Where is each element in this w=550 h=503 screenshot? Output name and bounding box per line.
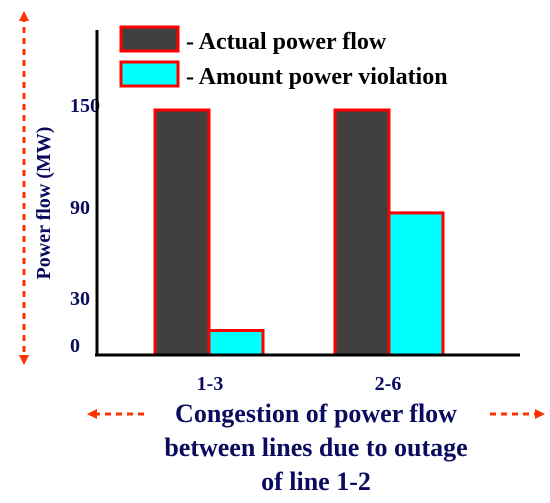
x-axis-label-line-1: Congestion of power flow <box>175 399 457 428</box>
x-axis-label-line-2: between lines due to outage <box>164 433 467 462</box>
y-tick-label-90: 90 <box>70 197 90 219</box>
bar-actual-2-6 <box>333 108 391 357</box>
legend-swatch-actual <box>119 25 180 53</box>
bar-actual-1-3 <box>153 108 211 357</box>
bar-violation-2-6 <box>387 211 445 357</box>
x-tick-label-2-6: 2-6 <box>375 373 402 395</box>
bars <box>153 108 445 357</box>
x-axis-label-line-3: of line 1-2 <box>261 467 371 496</box>
y-tick-labels: 0 30 90 150 <box>70 95 100 357</box>
y-tick-label-30: 30 <box>70 288 90 310</box>
legend: - Actual power flow - Amount power viola… <box>119 25 448 90</box>
y-tick-label-0: 0 <box>70 335 80 357</box>
bar-violation-1-3 <box>207 329 265 357</box>
legend-label-violation: - Amount power violation <box>186 64 448 90</box>
x-tick-label-1-3: 1-3 <box>197 373 224 395</box>
y-axis-label: Power flow (MW) <box>33 127 55 280</box>
legend-swatch-violation <box>119 60 180 88</box>
y-tick-label-150: 150 <box>70 95 100 117</box>
x-category-labels: 1-3 2-6 <box>197 373 402 395</box>
legend-label-actual: - Actual power flow <box>186 29 387 55</box>
